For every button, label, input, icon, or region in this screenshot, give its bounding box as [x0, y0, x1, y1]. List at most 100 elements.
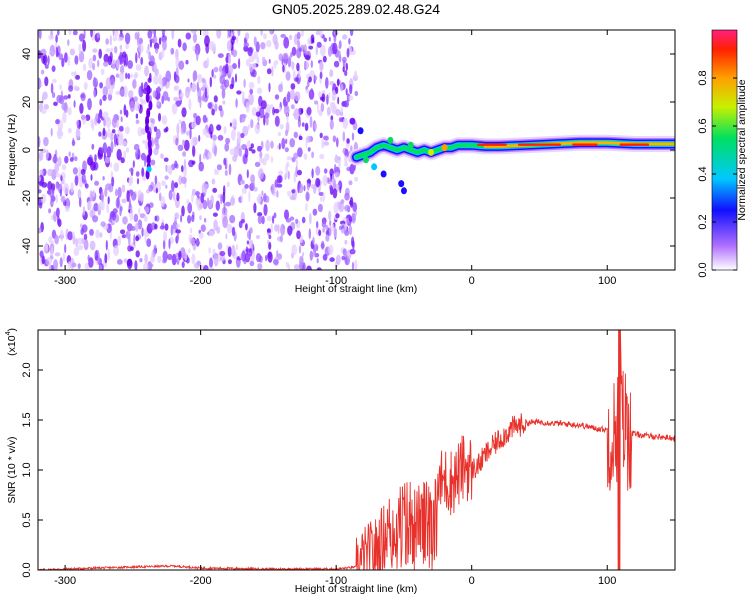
noise-speck — [193, 262, 200, 269]
noise-speck — [97, 201, 103, 211]
noise-speck — [270, 156, 274, 163]
noise-speck — [290, 104, 295, 110]
noise-speck — [289, 138, 296, 148]
noise-speck — [320, 102, 325, 112]
noise-speck — [291, 189, 296, 194]
noise-speck — [285, 71, 291, 81]
noise-speck — [96, 32, 101, 39]
noise-speck — [43, 103, 49, 110]
noise-speck — [225, 79, 230, 88]
noise-speck — [41, 182, 48, 188]
noise-speck — [264, 112, 270, 119]
noise-speck — [38, 227, 42, 234]
noise-speck — [48, 236, 53, 244]
noise-speck — [353, 70, 358, 80]
noise-speck — [213, 74, 217, 79]
noise-speck — [176, 192, 180, 202]
noise-speck — [212, 212, 218, 217]
noise-speck — [344, 162, 349, 167]
noise-speck — [241, 187, 247, 195]
noise-speck — [81, 237, 85, 245]
noise-speck — [231, 35, 237, 41]
noise-speck — [279, 106, 282, 113]
noise-speck — [268, 58, 271, 64]
noise-speck — [97, 253, 101, 265]
noise-speck — [323, 37, 328, 43]
noise-speck — [185, 32, 192, 40]
noise-speck — [55, 34, 58, 43]
noise-speck — [260, 30, 263, 36]
noise-speck — [219, 255, 226, 262]
noise-speck — [165, 70, 172, 83]
noise-speck — [278, 83, 283, 93]
noise-speck — [182, 151, 187, 157]
noise-speck — [136, 178, 140, 185]
noise-speck — [59, 188, 63, 197]
noise-speck — [208, 41, 215, 51]
noise-speck — [333, 202, 339, 214]
noise-speck — [341, 255, 346, 261]
noise-speck — [157, 255, 162, 264]
noise-speck — [296, 230, 301, 240]
noise-speck — [190, 30, 197, 34]
noise-speck — [68, 85, 74, 92]
noise-speck — [91, 143, 95, 150]
noise-speck — [253, 202, 257, 214]
noise-speck — [312, 236, 315, 245]
noise-speck — [282, 52, 289, 60]
noise-speck — [345, 88, 348, 96]
noise-speck — [105, 38, 109, 45]
noise-speck — [272, 106, 275, 116]
spectrogram-ridge — [348, 117, 675, 195]
noise-speck — [119, 207, 122, 217]
noise-speck — [348, 180, 353, 186]
noise-speck — [117, 129, 120, 135]
noise-speck — [290, 52, 293, 58]
noise-speck — [181, 261, 185, 268]
colorbar-label: Normalized spectral amplitude — [736, 79, 748, 220]
noise-speck — [320, 240, 325, 250]
noise-speck — [119, 109, 123, 115]
y-tick-label: 0.0 — [21, 562, 33, 577]
noise-speck — [202, 114, 207, 124]
noise-speck — [80, 168, 86, 176]
noise-speck — [235, 73, 237, 83]
spectrogram-x-axis-label: Height of straight line (km) — [295, 283, 418, 295]
noise-speck — [49, 189, 55, 198]
noise-speck — [331, 223, 335, 232]
noise-speck — [87, 98, 92, 111]
noise-speck — [278, 53, 283, 61]
noise-speck — [242, 90, 245, 103]
noise-speck — [225, 233, 228, 240]
noise-speck — [238, 147, 242, 157]
noise-speck — [266, 228, 271, 233]
noise-speck — [248, 81, 255, 90]
x-tick-label: 100 — [598, 575, 616, 587]
noise-speck — [58, 53, 64, 61]
noise-speck — [195, 115, 201, 126]
noise-speck — [307, 147, 311, 152]
noise-speck — [308, 228, 311, 240]
noise-speck — [117, 235, 122, 246]
noise-speck — [300, 108, 304, 114]
noise-speck — [148, 51, 152, 61]
ridge-blob — [362, 156, 369, 164]
noise-speck — [72, 30, 78, 36]
noise-hotspot — [146, 166, 152, 173]
ridge-blob — [357, 127, 364, 135]
noise-speck — [301, 122, 305, 127]
noise-speck — [80, 114, 86, 121]
noise-speck — [303, 153, 308, 161]
noise-speck — [346, 138, 350, 144]
noise-speck — [192, 45, 196, 52]
noise-speck — [272, 215, 275, 224]
noise-speck — [266, 68, 272, 75]
noise-speck — [147, 263, 154, 268]
y-tick-label: 0.5 — [21, 512, 33, 527]
noise-speck — [293, 152, 299, 160]
noise-speck — [112, 36, 118, 42]
noise-speck — [108, 217, 113, 223]
noise-speck — [119, 52, 123, 63]
noise-speck — [197, 73, 203, 84]
noise-speck — [199, 96, 202, 109]
